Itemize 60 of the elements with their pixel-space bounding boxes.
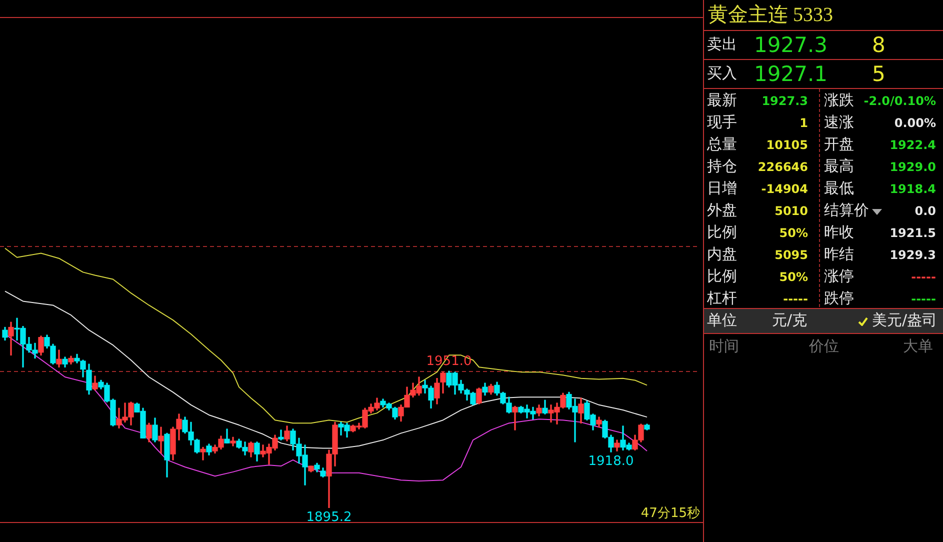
- text: 外盘: [707, 201, 737, 219]
- text: 大单: [903, 337, 933, 355]
- text: 日增: [707, 179, 737, 197]
- text: -----: [911, 270, 936, 284]
- text: 元/克: [772, 311, 808, 329]
- text: 226646: [758, 160, 808, 174]
- text: 1922.4: [890, 138, 936, 152]
- text: 5010: [774, 204, 808, 218]
- text: 5095: [774, 248, 808, 262]
- text: 1927.3: [762, 94, 808, 108]
- text: 现手: [707, 113, 737, 131]
- candlestick: [200, 446, 206, 460]
- text: -14904: [761, 182, 808, 196]
- text: 5: [872, 62, 886, 86]
- text: 涨跌: [824, 91, 854, 109]
- text: 价位: [809, 337, 839, 355]
- text: 买入: [707, 64, 737, 82]
- text: 1918.4: [890, 182, 936, 196]
- candlestick: [512, 406, 518, 430]
- text: 美元/盎司: [872, 311, 938, 329]
- text: 时间: [709, 337, 739, 355]
- text: 50%: [779, 270, 808, 284]
- text: -2.0/0.10%: [864, 94, 936, 108]
- annotation: 1918.0: [588, 454, 634, 469]
- text: -----: [783, 292, 808, 306]
- text: 结算价: [824, 201, 869, 219]
- text: 10105: [766, 138, 808, 152]
- text: 0.00%: [894, 116, 936, 130]
- text: 杠杆: [707, 289, 737, 307]
- text: 卖出: [707, 35, 737, 53]
- text: 昨收: [824, 223, 854, 241]
- candlestick: [278, 430, 284, 440]
- text: 1929.3: [890, 248, 936, 262]
- text: -----: [911, 292, 936, 306]
- text: 最高: [824, 157, 854, 175]
- text: 1927.3: [754, 33, 828, 57]
- text: 单位: [707, 311, 737, 329]
- text: 内盘: [707, 245, 737, 263]
- text: 黄金主连 5333: [708, 4, 833, 26]
- text: 开盘: [824, 135, 854, 153]
- candlestick: [158, 426, 164, 454]
- text: 总量: [707, 135, 737, 153]
- text: 比例: [707, 267, 737, 285]
- text: 昨结: [824, 245, 854, 263]
- text: 速涨: [824, 113, 854, 131]
- text: 最新: [707, 91, 737, 109]
- annotation: 1895.2: [306, 510, 352, 525]
- text: 持仓: [707, 157, 737, 175]
- text: 1927.1: [754, 62, 828, 86]
- text: 50%: [779, 226, 808, 240]
- text: 最低: [824, 179, 854, 197]
- text: 涨停: [824, 267, 854, 285]
- text: 1921.5: [890, 226, 936, 240]
- text: 8: [872, 33, 886, 57]
- annotation: 47分15秒: [640, 506, 700, 521]
- text: 1: [800, 116, 808, 130]
- text: 1929.0: [890, 160, 936, 174]
- text: 0.0: [914, 204, 936, 218]
- text: 比例: [707, 223, 737, 241]
- text: 跌停: [824, 289, 854, 307]
